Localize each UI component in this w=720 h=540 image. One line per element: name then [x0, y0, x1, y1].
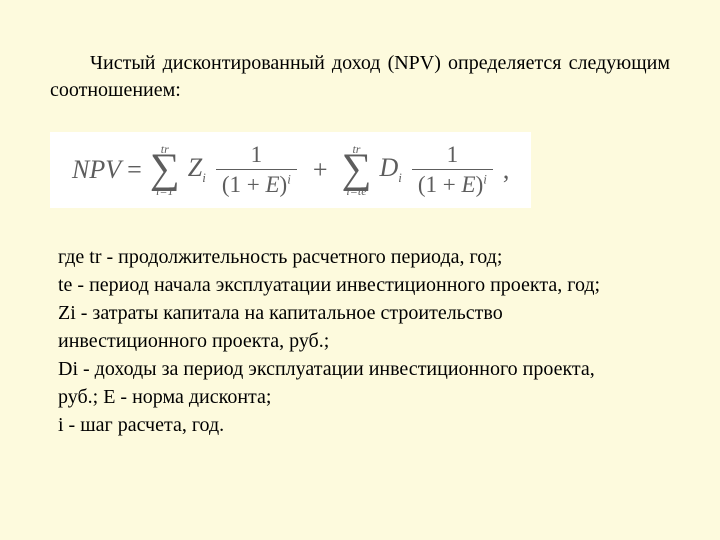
formula-lhs: NPV: [72, 155, 121, 185]
frac2-var: E: [462, 172, 476, 197]
frac2-sup: i: [483, 172, 487, 187]
def-line-1: где tr - продолжительность расчетного пе…: [58, 244, 670, 271]
def-line-5: Di - доходы за период эксплуатации инвес…: [58, 356, 670, 383]
slide-content: Чистый дисконтированный доход (NPV) опре…: [0, 0, 720, 470]
formula-box: NPV = tr ∑ i=1 Zi 1 (1 + E)i + tr ∑ i=te: [50, 132, 531, 208]
sigma-1: tr ∑ i=1: [150, 143, 180, 197]
intro-paragraph: Чистый дисконтированный доход (NPV) опре…: [50, 50, 670, 104]
frac2-num: 1: [441, 142, 465, 169]
d-sub: i: [398, 170, 402, 185]
def-line-7: i - шаг расчета, год.: [58, 412, 670, 439]
npv-formula: NPV = tr ∑ i=1 Zi 1 (1 + E)i + tr ∑ i=te: [72, 142, 509, 198]
z-sub: i: [202, 170, 206, 185]
fraction-1: 1 (1 + E)i: [216, 142, 297, 198]
plus-sign: +: [313, 155, 328, 185]
frac1-den: (1 + E)i: [216, 170, 297, 197]
d-var: D: [379, 153, 398, 182]
term-z: Zi: [188, 153, 206, 186]
frac2-open: (1 +: [418, 172, 462, 197]
fraction-2: 1 (1 + E)i: [412, 142, 493, 198]
def-line-2: te - период начала эксплуатации инвестиц…: [58, 272, 670, 299]
def-line-4: инвестиционного проекта, руб.;: [58, 328, 670, 355]
frac1-var: E: [265, 172, 279, 197]
frac1-num: 1: [245, 142, 269, 169]
sigma1-symbol: ∑: [150, 153, 180, 187]
z-var: Z: [188, 153, 202, 182]
formula-equals: =: [127, 155, 142, 185]
sigma-2: tr ∑ i=te: [342, 143, 372, 197]
term-d: Di: [379, 153, 401, 186]
def-line-6: руб.; Е - норма дисконта;: [58, 384, 670, 411]
definitions-block: где tr - продолжительность расчетного пе…: [50, 244, 670, 439]
formula-tail: ,: [503, 155, 510, 185]
sigma2-lower: i=te: [346, 185, 366, 197]
sigma2-symbol: ∑: [342, 153, 372, 187]
def-line-3: Zi - затраты капитала на капитальное стр…: [58, 300, 670, 327]
frac1-sup: i: [287, 172, 291, 187]
sigma1-lower: i=1: [156, 185, 173, 197]
frac1-open: (1 +: [222, 172, 266, 197]
frac2-den: (1 + E)i: [412, 170, 493, 197]
